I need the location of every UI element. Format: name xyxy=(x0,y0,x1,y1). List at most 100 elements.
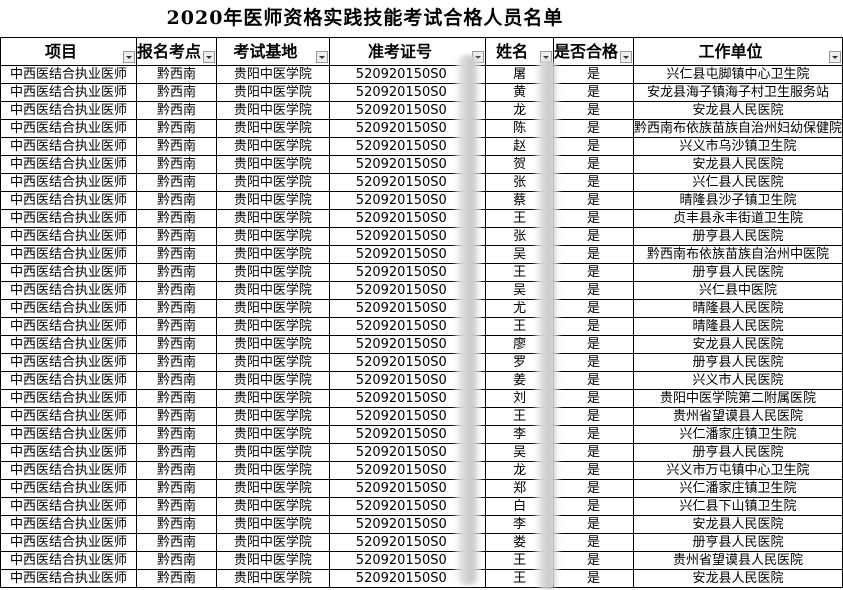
pass-cell[interactable]: 是 xyxy=(552,515,634,534)
id-cell[interactable]: 520920150S0 xyxy=(328,173,487,192)
pass-cell[interactable]: 是 xyxy=(552,389,634,408)
base-cell[interactable]: 贵阳中医学院 xyxy=(216,497,330,516)
project-cell[interactable]: 中西医结合执业医师 xyxy=(0,281,138,300)
pass-cell[interactable]: 是 xyxy=(552,65,634,84)
workplace-cell[interactable]: 晴隆县人民医院 xyxy=(632,299,843,318)
base-cell[interactable]: 贵阳中医学院 xyxy=(216,65,330,84)
base-cell[interactable]: 贵阳中医学院 xyxy=(216,281,330,300)
site-cell[interactable]: 黔西南 xyxy=(136,443,218,462)
base-cell[interactable]: 贵阳中医学院 xyxy=(216,515,330,534)
project-cell[interactable]: 中西医结合执业医师 xyxy=(0,245,138,264)
project-cell[interactable]: 中西医结合执业医师 xyxy=(0,515,138,534)
workplace-cell[interactable]: 黔西南布依族苗族自治州妇幼保健院 xyxy=(632,119,843,138)
workplace-cell[interactable]: 晴隆县沙子镇卫生院 xyxy=(632,191,843,210)
project-cell[interactable]: 中西医结合执业医师 xyxy=(0,425,138,444)
id-cell[interactable]: 520920150S0 xyxy=(328,317,487,336)
project-cell[interactable]: 中西医结合执业医师 xyxy=(0,353,138,372)
workplace-cell[interactable]: 兴仁潘家庄镇卫生院 xyxy=(632,479,843,498)
pass-cell[interactable]: 是 xyxy=(552,461,634,480)
base-cell[interactable]: 贵阳中医学院 xyxy=(216,317,330,336)
project-cell[interactable]: 中西医结合执业医师 xyxy=(0,443,138,462)
site-cell[interactable]: 黔西南 xyxy=(136,335,218,354)
workplace-cell[interactable]: 兴义市乌沙镇卫生院 xyxy=(632,137,843,156)
base-cell[interactable]: 贵阳中医学院 xyxy=(216,227,330,246)
site-cell[interactable]: 黔西南 xyxy=(136,317,218,336)
workplace-cell[interactable]: 贵州省望谟县人民医院 xyxy=(632,551,843,570)
site-cell[interactable]: 黔西南 xyxy=(136,137,218,156)
workplace-cell[interactable]: 兴仁县人民医院 xyxy=(632,173,843,192)
id-cell[interactable]: 520920150S0 xyxy=(328,245,487,264)
filter-dropdown-icon[interactable] xyxy=(123,51,136,63)
site-cell[interactable]: 黔西南 xyxy=(136,191,218,210)
base-cell[interactable]: 贵阳中医学院 xyxy=(216,191,330,210)
workplace-cell[interactable]: 册亨县人民医院 xyxy=(632,353,843,372)
project-cell[interactable]: 中西医结合执业医师 xyxy=(0,317,138,336)
project-cell[interactable]: 中西医结合执业医师 xyxy=(0,335,138,354)
pass-cell[interactable]: 是 xyxy=(552,551,634,570)
workplace-cell[interactable]: 册亨县人民医院 xyxy=(632,263,843,282)
project-cell[interactable]: 中西医结合执业医师 xyxy=(0,263,138,282)
id-cell[interactable]: 520920150S0 xyxy=(328,335,487,354)
project-cell[interactable]: 中西医结合执业医师 xyxy=(0,209,138,228)
site-cell[interactable]: 黔西南 xyxy=(136,533,218,552)
base-cell[interactable]: 贵阳中医学院 xyxy=(216,335,330,354)
filter-dropdown-icon[interactable] xyxy=(829,51,841,63)
base-cell[interactable]: 贵阳中医学院 xyxy=(216,119,330,138)
filter-dropdown-icon[interactable] xyxy=(619,51,632,63)
pass-cell[interactable]: 是 xyxy=(552,317,634,336)
base-cell[interactable]: 贵阳中医学院 xyxy=(216,83,330,102)
workplace-cell[interactable]: 兴仁县下山镇卫生院 xyxy=(632,497,843,516)
filter-dropdown-icon[interactable] xyxy=(203,51,216,63)
workplace-cell[interactable]: 安龙县人民医院 xyxy=(632,569,843,588)
site-cell[interactable]: 黔西南 xyxy=(136,281,218,300)
site-cell[interactable]: 黔西南 xyxy=(136,263,218,282)
pass-cell[interactable]: 是 xyxy=(552,443,634,462)
pass-cell[interactable]: 是 xyxy=(552,335,634,354)
pass-cell[interactable]: 是 xyxy=(552,209,634,228)
workplace-cell[interactable]: 兴仁潘家庄镇卫生院 xyxy=(632,425,843,444)
base-cell[interactable]: 贵阳中医学院 xyxy=(216,245,330,264)
project-cell[interactable]: 中西医结合执业医师 xyxy=(0,389,138,408)
id-cell[interactable]: 520920150S0 xyxy=(328,551,487,570)
pass-cell[interactable]: 是 xyxy=(552,263,634,282)
project-cell[interactable]: 中西医结合执业医师 xyxy=(0,497,138,516)
base-cell[interactable]: 贵阳中医学院 xyxy=(216,569,330,588)
site-cell[interactable]: 黔西南 xyxy=(136,407,218,426)
base-cell[interactable]: 贵阳中医学院 xyxy=(216,479,330,498)
id-cell[interactable]: 520920150S0 xyxy=(328,65,487,84)
pass-cell[interactable]: 是 xyxy=(552,245,634,264)
id-cell[interactable]: 520920150S0 xyxy=(328,227,487,246)
pass-cell[interactable]: 是 xyxy=(552,173,634,192)
site-cell[interactable]: 黔西南 xyxy=(136,497,218,516)
site-cell[interactable]: 黔西南 xyxy=(136,119,218,138)
site-cell[interactable]: 黔西南 xyxy=(136,353,218,372)
id-cell[interactable]: 520920150S0 xyxy=(328,137,487,156)
site-cell[interactable]: 黔西南 xyxy=(136,461,218,480)
base-cell[interactable]: 贵阳中医学院 xyxy=(216,461,330,480)
base-cell[interactable]: 贵阳中医学院 xyxy=(216,209,330,228)
id-cell[interactable]: 520920150S0 xyxy=(328,461,487,480)
project-cell[interactable]: 中西医结合执业医师 xyxy=(0,533,138,552)
project-cell[interactable]: 中西医结合执业医师 xyxy=(0,83,138,102)
project-cell[interactable]: 中西医结合执业医师 xyxy=(0,299,138,318)
pass-cell[interactable]: 是 xyxy=(552,569,634,588)
site-cell[interactable]: 黔西南 xyxy=(136,479,218,498)
project-cell[interactable]: 中西医结合执业医师 xyxy=(0,173,138,192)
project-cell[interactable]: 中西医结合执业医师 xyxy=(0,155,138,174)
project-cell[interactable]: 中西医结合执业医师 xyxy=(0,227,138,246)
project-cell[interactable]: 中西医结合执业医师 xyxy=(0,101,138,120)
site-cell[interactable]: 黔西南 xyxy=(136,155,218,174)
workplace-cell[interactable]: 晴隆县人民医院 xyxy=(632,317,843,336)
workplace-cell[interactable]: 兴仁县屯脚镇中心卫生院 xyxy=(632,65,843,84)
base-cell[interactable]: 贵阳中医学院 xyxy=(216,551,330,570)
site-cell[interactable]: 黔西南 xyxy=(136,65,218,84)
project-cell[interactable]: 中西医结合执业医师 xyxy=(0,407,138,426)
id-cell[interactable]: 520920150S0 xyxy=(328,209,487,228)
pass-cell[interactable]: 是 xyxy=(552,497,634,516)
workplace-cell[interactable]: 安龙县人民医院 xyxy=(632,515,843,534)
pass-cell[interactable]: 是 xyxy=(552,281,634,300)
project-cell[interactable]: 中西医结合执业医师 xyxy=(0,569,138,588)
pass-cell[interactable]: 是 xyxy=(552,191,634,210)
pass-cell[interactable]: 是 xyxy=(552,533,634,552)
pass-cell[interactable]: 是 xyxy=(552,137,634,156)
